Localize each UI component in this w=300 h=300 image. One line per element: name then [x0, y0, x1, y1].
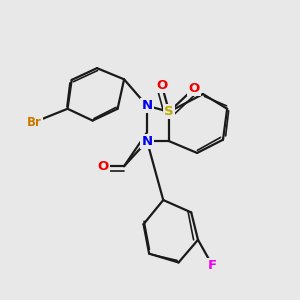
Text: S: S: [164, 105, 174, 118]
Text: Br: Br: [27, 116, 42, 128]
Text: N: N: [142, 135, 153, 148]
Text: O: O: [156, 79, 167, 92]
Text: O: O: [188, 82, 200, 95]
Text: O: O: [97, 160, 109, 173]
Text: N: N: [142, 99, 153, 112]
Text: F: F: [208, 259, 217, 272]
